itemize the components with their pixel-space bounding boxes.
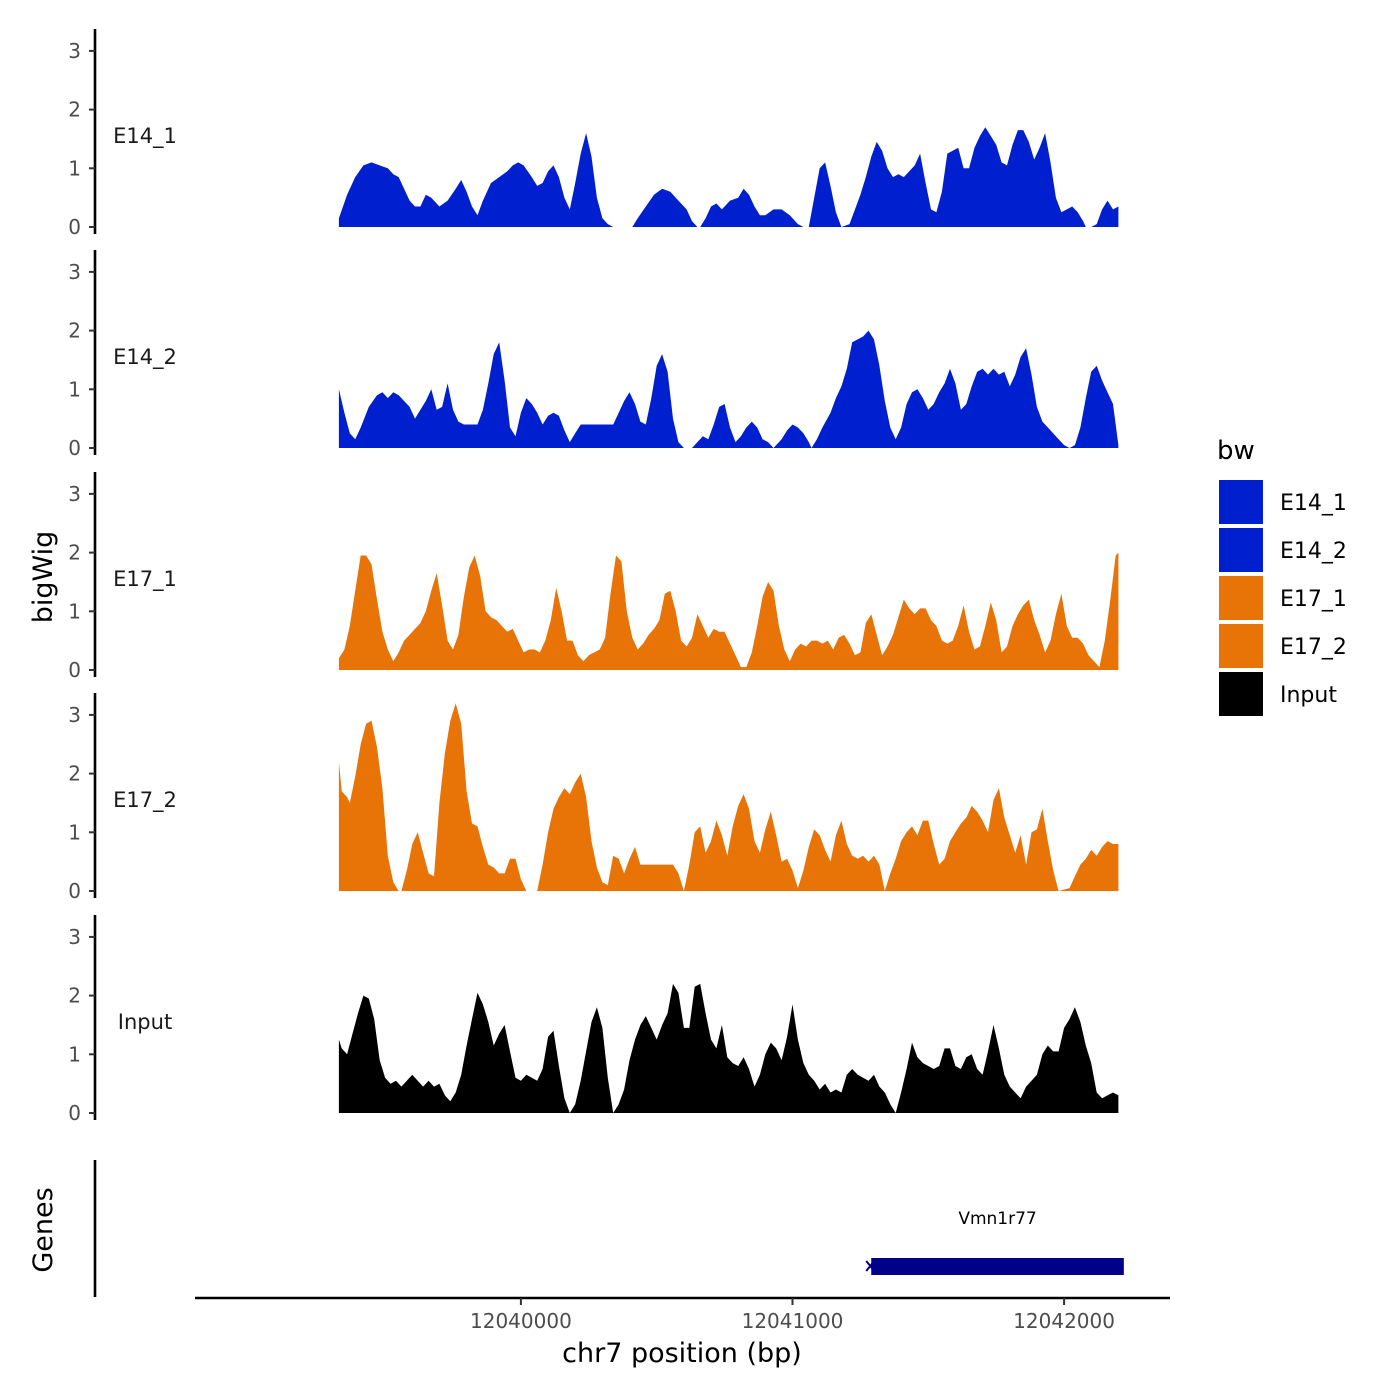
legend-label: E17_2	[1280, 635, 1347, 660]
y-tick-label: 3	[68, 260, 81, 284]
y-tick-label: 3	[68, 39, 81, 63]
legend-swatch	[1219, 528, 1263, 572]
area-E14_1	[338, 127, 1119, 227]
legend-label: E14_1	[1280, 491, 1347, 516]
area-E14_2	[338, 330, 1119, 448]
legend-label: Input	[1280, 683, 1337, 708]
x-tick-label: 12041000	[742, 1309, 844, 1333]
legend-swatch	[1219, 480, 1263, 524]
y-tick-label: 0	[68, 879, 81, 903]
area-Input	[338, 983, 1119, 1113]
x-tick-label: 12040000	[470, 1309, 572, 1333]
track-label: E17_2	[113, 788, 177, 813]
legend-item: E14_1	[1219, 480, 1347, 524]
track-E14_1: 0 1 2 3 E14_1	[68, 29, 1119, 239]
legend-swatch	[1219, 624, 1263, 668]
area-E17_1	[338, 552, 1119, 670]
track-label: E14_1	[113, 124, 177, 149]
legend-item: E14_2	[1219, 528, 1347, 572]
gene-label: Vmn1r77	[958, 1209, 1036, 1229]
track-label: Input	[118, 1010, 172, 1034]
genes-track: Vmn1r77	[93, 1160, 1124, 1297]
track-label: E14_2	[113, 345, 177, 370]
track-E17_2: 0 1 2 3 E17_2	[68, 693, 1119, 903]
y-tick-label: 2	[68, 98, 81, 122]
genes-axis-title: Genes	[28, 1187, 59, 1272]
y-tick-label: 0	[68, 658, 81, 682]
y-tick-label: 1	[68, 820, 81, 844]
tracks-group: 0 1 2 3 E14_1 0 1 2 3 E14_2 0 1 2 3 E17_1 0 1 2 3 E17_2 0 1 2 3…	[68, 29, 1119, 1125]
y-tick-label: 1	[68, 156, 81, 180]
legend-title: bw	[1217, 436, 1255, 466]
legend: bw E14_1 E14_2 E17_1 E17_2 Input	[1217, 436, 1347, 716]
legend-label: E14_2	[1280, 539, 1347, 564]
gene-body	[871, 1258, 1124, 1275]
track-E14_2: 0 1 2 3 E14_2	[68, 250, 1119, 460]
y-tick-label: 0	[68, 215, 81, 239]
track-E17_1: 0 1 2 3 E17_1	[68, 472, 1119, 682]
x-axis-title: chr7 position (bp)	[562, 1338, 802, 1369]
legend-item: E17_2	[1219, 624, 1347, 668]
y-tick-label: 2	[68, 541, 81, 565]
y-tick-label: 2	[68, 984, 81, 1008]
y-tick-label: 2	[68, 319, 81, 343]
legend-item: E17_1	[1219, 576, 1347, 620]
y-axis-title: bigWig	[28, 531, 59, 624]
y-tick-label: 1	[68, 377, 81, 401]
gene-strand-marker	[865, 1260, 876, 1272]
legend-swatch	[1219, 672, 1263, 716]
y-tick-label: 3	[68, 703, 81, 727]
y-tick-label: 1	[68, 1042, 81, 1066]
track-label: E17_1	[113, 567, 177, 592]
y-tick-label: 3	[68, 925, 81, 949]
y-tick-label: 3	[68, 482, 81, 506]
y-tick-label: 0	[68, 1101, 81, 1125]
x-tick-label: 12042000	[1013, 1309, 1115, 1333]
x-axis: 12040000 12041000 12042000	[195, 1296, 1170, 1333]
legend-label: E17_1	[1280, 587, 1347, 612]
track-Input: 0 1 2 3 Input	[68, 915, 1119, 1125]
legend-swatch	[1219, 576, 1263, 620]
y-tick-label: 2	[68, 762, 81, 786]
area-E17_2	[338, 703, 1119, 891]
legend-item: Input	[1219, 672, 1337, 716]
y-tick-label: 0	[68, 436, 81, 460]
y-tick-label: 1	[68, 599, 81, 623]
